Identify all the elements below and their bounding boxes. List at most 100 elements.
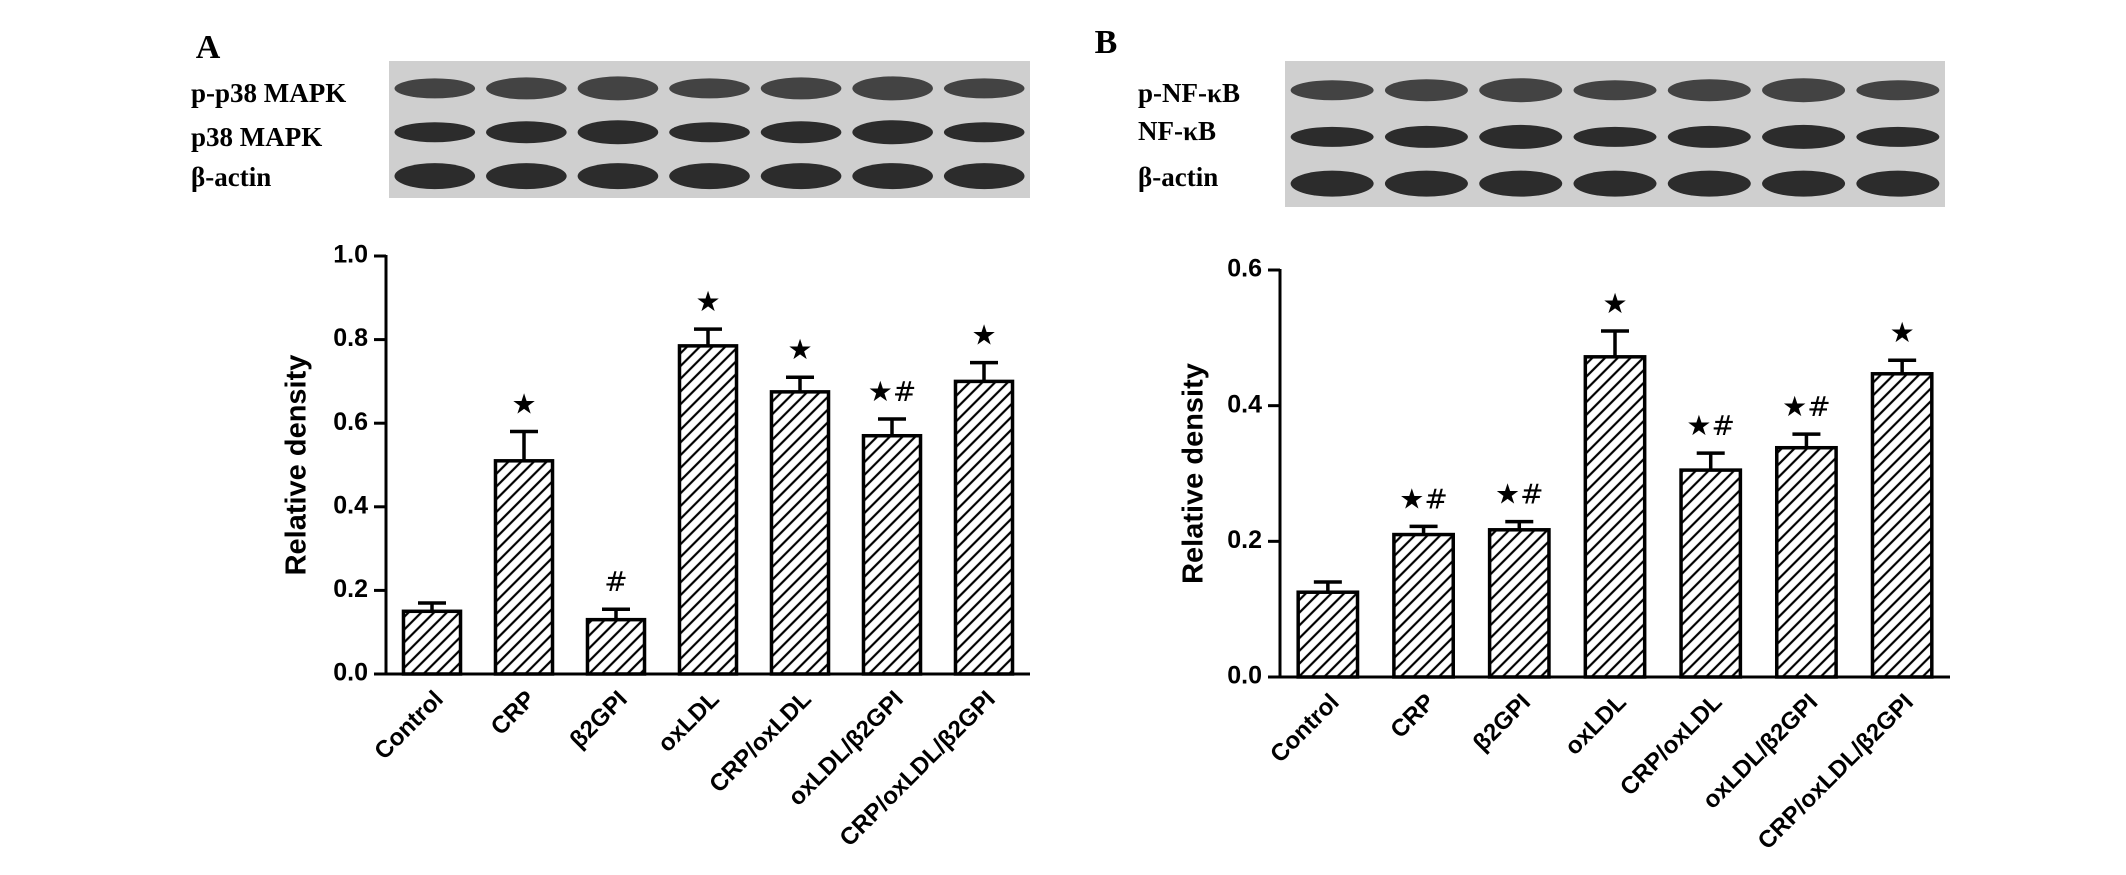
y-tick-label: 0.0 xyxy=(333,659,368,687)
bar xyxy=(861,433,923,676)
significance-mark: ★ xyxy=(787,333,812,366)
x-tick-label: Control xyxy=(369,686,448,765)
y-axis-title: Relative density xyxy=(281,355,313,576)
blot-band xyxy=(1479,124,1563,149)
error-bar xyxy=(1505,519,1534,530)
significance-mark: ★ xyxy=(1602,287,1627,320)
blot-band xyxy=(486,121,567,144)
error-bar xyxy=(418,601,446,612)
blot-band xyxy=(394,122,476,143)
blot-band xyxy=(1667,79,1751,102)
blot-label: p38 MAPK xyxy=(191,122,322,152)
significance-mark: ★# xyxy=(1686,409,1735,442)
y-tick-label: 0.0 xyxy=(1227,662,1262,690)
error-bar xyxy=(1409,524,1438,535)
significance-mark: ★ xyxy=(1890,316,1915,349)
error-bar xyxy=(510,429,538,461)
blot-band xyxy=(669,78,750,99)
x-tick-label: Control xyxy=(1265,689,1344,768)
blot-band xyxy=(1856,126,1940,147)
bar xyxy=(401,609,463,676)
bar xyxy=(1392,532,1455,679)
blot-band xyxy=(943,78,1025,99)
y-tick-label: 0.2 xyxy=(333,575,368,603)
significance-mark: ★ xyxy=(971,319,996,352)
y-tick-label: 0.2 xyxy=(1227,526,1262,554)
bar xyxy=(1870,372,1934,679)
blot-label: β-actin xyxy=(1138,162,1218,192)
blot-band xyxy=(669,163,750,190)
blot-band xyxy=(669,122,750,143)
blot-band xyxy=(760,121,842,144)
y-tick-label: 0.8 xyxy=(333,324,368,352)
significance-mark: ★# xyxy=(1782,390,1831,423)
bar xyxy=(1487,528,1551,679)
blot-band xyxy=(577,76,659,101)
y-tick-label: 0.4 xyxy=(1227,390,1262,418)
blot-label: p-p38 MAPK xyxy=(191,78,346,108)
blot-band xyxy=(1290,80,1374,101)
panel-letter: A xyxy=(196,29,221,66)
error-bar xyxy=(878,417,906,436)
blot-band xyxy=(394,163,476,190)
blot-label: β-actin xyxy=(191,162,271,192)
blot-band xyxy=(1667,170,1751,197)
y-axis-title: Relative density xyxy=(1178,363,1210,584)
error-bar xyxy=(786,375,814,392)
x-tick-label: CRP xyxy=(486,686,541,741)
blot-band xyxy=(1479,170,1563,197)
bar xyxy=(769,390,831,676)
significance-mark: ★ xyxy=(511,388,536,421)
blot-band xyxy=(852,120,933,145)
blot-band xyxy=(577,163,659,190)
blot-band xyxy=(1762,124,1846,149)
error-bar xyxy=(1313,580,1342,593)
error-bar xyxy=(602,607,630,620)
bar xyxy=(677,344,739,676)
blot-band xyxy=(1384,79,1468,102)
x-tick-label: CRP xyxy=(1385,689,1440,744)
blot-band xyxy=(943,122,1025,143)
bar xyxy=(1775,445,1838,679)
significance-mark: ★# xyxy=(1399,482,1448,515)
blot-band xyxy=(1762,78,1846,103)
significance-mark: ★ xyxy=(695,285,720,318)
blot-band xyxy=(1384,170,1468,197)
x-tick-label: oxLDL xyxy=(1560,689,1632,761)
bar xyxy=(1679,468,1743,679)
error-bar xyxy=(1792,432,1821,448)
blot-band xyxy=(1573,126,1657,147)
blot-band xyxy=(943,163,1025,190)
blot-band xyxy=(852,163,933,190)
error-bar xyxy=(970,360,998,382)
bar xyxy=(953,379,1015,676)
error-bar xyxy=(1696,451,1725,471)
error-bar xyxy=(694,327,722,346)
error-bar xyxy=(1601,329,1629,357)
blot-band xyxy=(577,120,659,145)
x-tick-label: CRP/oxLDL/β2GPI xyxy=(1753,689,1919,855)
blot-band xyxy=(1762,170,1846,197)
error-bar xyxy=(1888,358,1917,374)
blot-band xyxy=(486,77,567,100)
blot-label: NF-κB xyxy=(1138,116,1216,146)
blot-band xyxy=(760,77,842,100)
bar xyxy=(585,617,647,676)
x-tick-label: oxLDL xyxy=(653,686,725,758)
y-tick-label: 0.6 xyxy=(333,408,368,436)
blot-band xyxy=(1856,80,1940,101)
blot-band xyxy=(1479,78,1563,103)
blot-band xyxy=(1573,170,1657,197)
significance-mark: ★# xyxy=(868,375,917,408)
x-tick-label: β2GPI xyxy=(1468,689,1536,757)
blot-band xyxy=(1290,170,1374,197)
bar xyxy=(493,459,555,676)
y-tick-label: 0.6 xyxy=(1227,255,1262,283)
blot-band xyxy=(394,78,476,99)
x-tick-label: CRP/oxLDL/β2GPI xyxy=(835,686,1001,852)
blot-band xyxy=(760,163,842,190)
x-tick-label: β2GPI xyxy=(565,686,633,754)
bar xyxy=(1583,355,1647,679)
bar xyxy=(1296,590,1360,679)
blot-band xyxy=(486,163,567,190)
